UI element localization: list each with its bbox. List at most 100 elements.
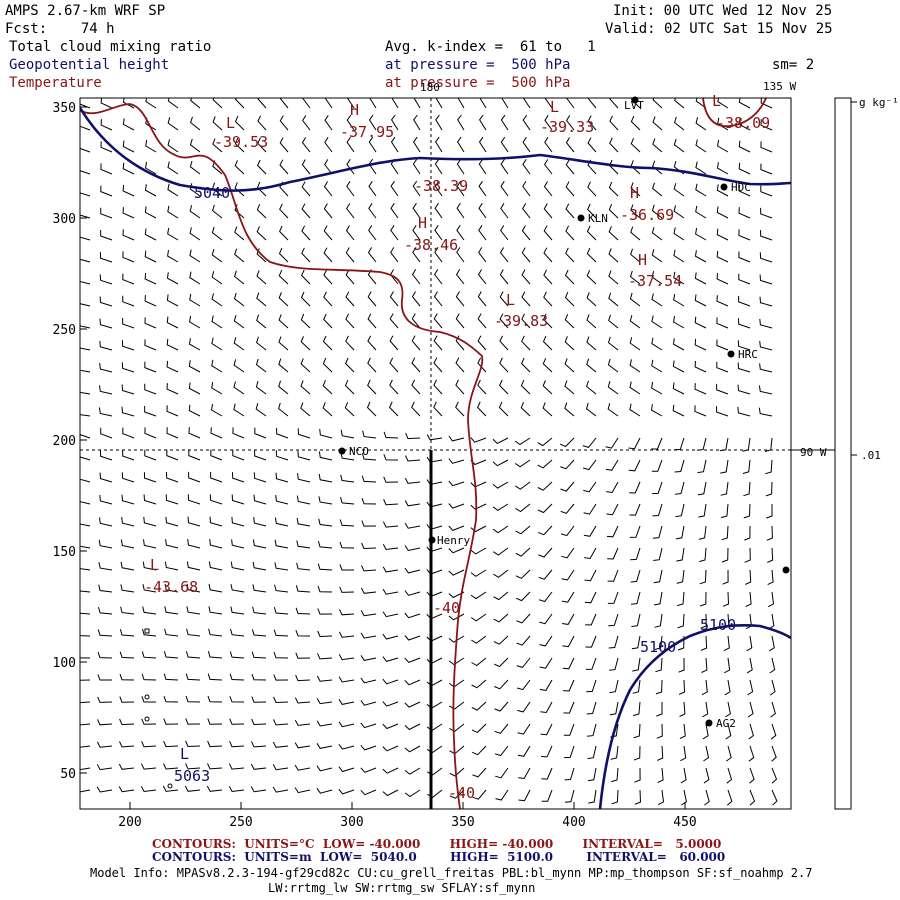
wind-barb xyxy=(80,280,91,285)
wind-barb xyxy=(297,428,311,439)
wind-barb xyxy=(166,405,179,417)
wind-barb xyxy=(209,539,223,549)
wind-barb xyxy=(477,269,487,285)
wind-barb xyxy=(759,363,773,373)
wind-barb xyxy=(499,269,509,285)
wind-barb xyxy=(721,525,729,541)
wind-barb xyxy=(765,481,773,497)
station-dot xyxy=(428,536,436,544)
wind-barb xyxy=(610,745,619,760)
center-kind: L xyxy=(180,745,189,763)
wind-barb xyxy=(339,564,354,571)
wind-barb xyxy=(449,745,465,755)
wind-barb xyxy=(119,629,135,637)
wind-barb xyxy=(167,183,179,197)
station-dot xyxy=(338,447,346,455)
wind-barb xyxy=(323,181,333,197)
wind-barb xyxy=(391,98,399,109)
temperature-contour-ne xyxy=(702,98,767,127)
wind-barb xyxy=(390,247,399,263)
wind-barb xyxy=(651,271,663,285)
wind-barb xyxy=(586,225,597,241)
wind-barb xyxy=(611,789,619,805)
valid-time: Valid: 02 UTC Sat 15 Nov 25 xyxy=(605,21,833,37)
wind-barb xyxy=(560,525,575,537)
wind-barb xyxy=(278,247,289,263)
wind-barb xyxy=(211,315,223,329)
model-title: AMPS 2.67-km WRF SP xyxy=(5,3,166,19)
wind-barb xyxy=(563,679,575,692)
wind-barb xyxy=(494,679,509,690)
wind-barb xyxy=(208,606,223,615)
wind-barb xyxy=(324,137,333,153)
wind-barb xyxy=(142,606,157,615)
wind-barb xyxy=(166,471,179,483)
wind-barb xyxy=(122,427,135,439)
wind-barb xyxy=(99,450,113,461)
wind-barb xyxy=(654,613,663,628)
wind-barb xyxy=(207,763,223,770)
wind-barb xyxy=(232,472,245,483)
wind-barb xyxy=(228,785,245,793)
wind-barb xyxy=(561,569,575,581)
wind-barb xyxy=(118,763,135,770)
wind-barb xyxy=(471,657,487,667)
wind-barb xyxy=(631,635,641,650)
wind-barb xyxy=(296,562,311,571)
wind-barb xyxy=(229,673,245,681)
wind-barb xyxy=(338,676,355,683)
wind-barb xyxy=(256,292,267,307)
wind-barb xyxy=(346,114,355,131)
wind-barb xyxy=(539,635,553,647)
wind-barb xyxy=(564,789,575,803)
y-tick-label: 150 xyxy=(53,545,76,560)
wind-barb xyxy=(345,313,355,329)
wind-barb xyxy=(346,159,355,175)
wind-barb xyxy=(675,503,685,518)
wind-barb xyxy=(99,363,113,373)
wind-barb xyxy=(80,590,91,593)
wind-barb xyxy=(606,503,619,516)
wind-barb xyxy=(766,504,773,519)
field-height: Geopotential height xyxy=(9,57,170,73)
wind-barb xyxy=(544,137,553,153)
wind-barb xyxy=(360,677,377,684)
wind-barb xyxy=(673,271,685,285)
center-kind: H xyxy=(638,251,647,269)
wind-barb xyxy=(404,657,421,663)
wind-barb xyxy=(518,789,531,802)
wind-barb xyxy=(273,674,289,681)
wind-barb xyxy=(499,247,509,263)
wind-barb xyxy=(122,273,135,285)
wind-barb xyxy=(383,499,399,506)
wind-barb xyxy=(470,481,487,488)
wind-barb xyxy=(187,539,201,549)
wind-barb xyxy=(209,516,223,527)
x-ticks xyxy=(129,802,686,809)
wind-barb xyxy=(565,225,575,241)
wind-barb xyxy=(360,722,377,729)
wind-barb xyxy=(142,561,157,571)
wind-barb xyxy=(316,743,333,749)
wind-barb xyxy=(652,138,663,153)
wind-barb xyxy=(743,503,751,519)
wind-barb xyxy=(651,459,663,472)
wind-barb xyxy=(211,293,223,307)
wind-barb xyxy=(256,226,267,241)
wind-barb xyxy=(632,657,641,672)
wind-barb xyxy=(656,702,663,717)
wind-barb xyxy=(699,591,707,607)
wind-barb xyxy=(716,184,729,197)
wind-barb xyxy=(163,651,179,659)
wind-barb xyxy=(694,383,707,395)
wind-barb xyxy=(233,403,245,417)
wind-barb xyxy=(368,136,377,153)
wind-barb xyxy=(412,225,421,241)
wind-barb xyxy=(144,449,157,461)
wind-barb xyxy=(167,205,179,219)
wind-barb xyxy=(455,401,465,417)
wind-barb xyxy=(630,248,641,263)
wind-barb xyxy=(340,474,355,483)
wind-barb xyxy=(252,539,267,549)
